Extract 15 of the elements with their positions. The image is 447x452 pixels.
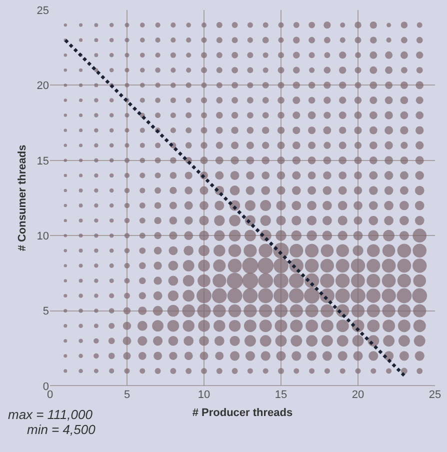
y-tick-label: 10: [36, 230, 49, 242]
x-tick-label: 20: [352, 389, 364, 401]
x-axis-title: # Producer threads: [192, 407, 293, 420]
text: min = 4,500: [27, 422, 96, 437]
x-tick-label: 5: [124, 389, 130, 401]
text: max = 111,000: [8, 407, 94, 422]
y-tick-label: 15: [36, 155, 49, 168]
y-tick-label: 25: [36, 4, 49, 17]
y-axis-title: # Consumer threads: [16, 144, 28, 252]
x-tick-label: 25: [428, 389, 442, 401]
y-tick-label: 0: [42, 380, 49, 393]
x-tick-label: 10: [198, 389, 210, 401]
x-tick-label: 15: [274, 389, 288, 401]
y-tick-label: 20: [36, 80, 49, 92]
y-tick-label: 5: [42, 306, 49, 318]
